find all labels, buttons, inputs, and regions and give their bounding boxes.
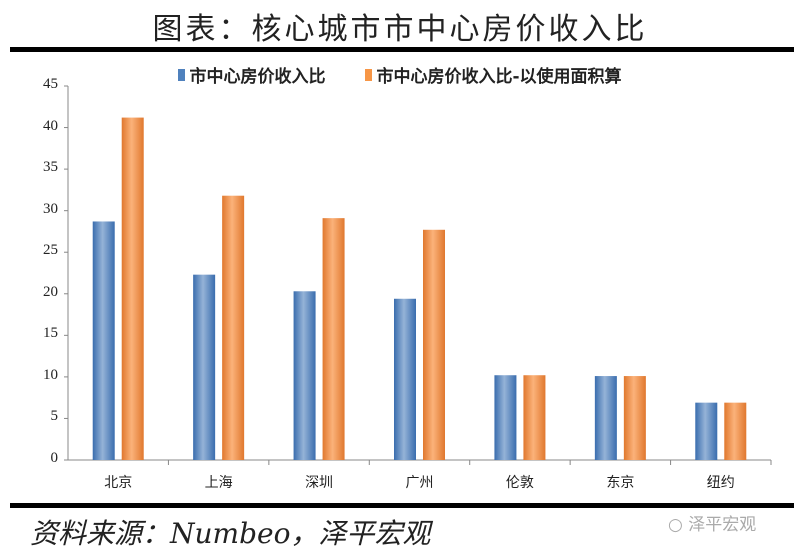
bar-chart xyxy=(64,85,772,465)
x-category-label: 深圳 xyxy=(305,475,334,491)
bar xyxy=(623,376,646,460)
legend-swatch-blue xyxy=(178,68,186,81)
chart-title: 图表：核心城市市中心房价收入比 xyxy=(152,12,648,47)
legend-swatch-orange xyxy=(365,68,373,81)
x-category-label: 北京 xyxy=(104,475,133,491)
source-note: 资料来源：Numbeo，泽平宏观 xyxy=(30,517,431,550)
legend: 市中心房价收入比 市中心房价收入比-以使用面积算 xyxy=(0,62,800,87)
x-category-label: 上海 xyxy=(204,475,233,491)
x-category-label: 纽约 xyxy=(706,475,735,491)
watermark: ○ 泽平宏观 xyxy=(668,510,756,535)
bar xyxy=(121,117,144,461)
y-tick-label: 10 xyxy=(43,366,58,383)
watermark-text: 泽平宏观 xyxy=(688,515,757,535)
bar xyxy=(724,402,747,460)
y-tick-label: 5 xyxy=(50,408,59,425)
bar xyxy=(92,221,115,460)
y-tick-label: 40 xyxy=(43,117,58,134)
top-divider xyxy=(10,47,794,52)
y-tick-label: 30 xyxy=(43,200,58,217)
bar xyxy=(394,298,416,460)
y-tick-label: 0 xyxy=(50,450,59,466)
bar xyxy=(193,274,216,460)
x-category-label: 广州 xyxy=(405,475,434,491)
x-category-label: 东京 xyxy=(606,475,635,491)
wechat-icon: ○ xyxy=(668,515,683,535)
bottom-divider xyxy=(10,503,794,508)
y-tick-label: 20 xyxy=(43,283,58,300)
bar xyxy=(594,376,617,460)
bar xyxy=(222,195,245,460)
x-category-label: 伦敦 xyxy=(505,475,534,491)
bar xyxy=(322,218,345,460)
bar xyxy=(494,375,517,460)
y-tick-label: 45 xyxy=(43,76,58,92)
legend-label: 市中心房价收入比-以使用面积算 xyxy=(376,67,622,87)
y-tick-label: 15 xyxy=(43,325,58,342)
y-tick-label: 25 xyxy=(43,242,58,259)
bar xyxy=(293,291,316,460)
y-tick-label: 35 xyxy=(43,159,58,176)
legend-label: 市中心房价收入比 xyxy=(189,67,326,87)
bar xyxy=(695,402,718,460)
legend-item-series1: 市中心房价收入比 xyxy=(178,62,325,87)
legend-item-series2: 市中心房价收入比-以使用面积算 xyxy=(365,62,622,87)
bar xyxy=(523,375,546,460)
bar xyxy=(423,229,445,460)
